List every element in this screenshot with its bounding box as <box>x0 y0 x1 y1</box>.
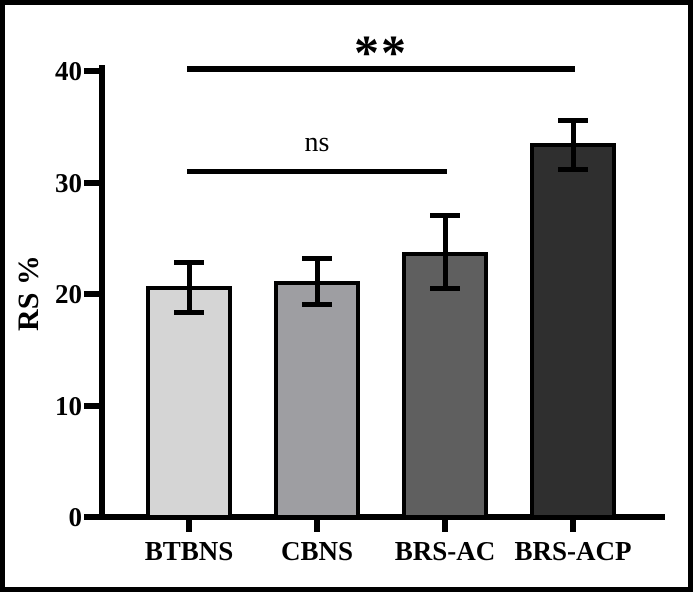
error-bar-cap-bottom-btbns <box>174 310 204 315</box>
error-bar-stem-cbns <box>315 258 320 304</box>
error-bar-cap-bottom-brs-acp <box>558 167 588 172</box>
error-bar-cap-top-brs-acp <box>558 118 588 123</box>
error-bar-stem-btbns <box>187 262 192 312</box>
y-tick-20 <box>84 291 99 297</box>
x-tick-label-cbns: CBNS <box>280 536 354 566</box>
y-tick-label-30: 30 <box>55 168 82 198</box>
y-tick-10 <box>84 403 99 409</box>
significance-line-ns <box>187 169 447 174</box>
error-bar-cap-bottom-cbns <box>302 302 332 307</box>
x-tick-btbns <box>186 520 192 532</box>
error-bar-cap-top-btbns <box>174 260 204 265</box>
x-tick-cbns <box>314 520 320 532</box>
bar-btbns <box>146 286 232 519</box>
error-bar-stem-brs-acp <box>571 120 576 169</box>
significance-line-stars <box>187 66 575 72</box>
significance-label-ns: ns <box>304 127 330 158</box>
error-bar-cap-top-brs-ac <box>430 213 460 218</box>
x-tick-label-btbns: BTBNS <box>144 536 234 566</box>
y-tick-0 <box>84 514 99 520</box>
x-tick-label-brs-ac: BRS-AC <box>394 536 496 566</box>
y-tick-40 <box>84 68 99 74</box>
error-bar-stem-brs-ac <box>443 215 448 288</box>
bar-brs-ac <box>402 252 488 519</box>
x-axis <box>99 514 665 520</box>
y-tick-label-10: 10 <box>55 391 82 421</box>
error-bar-cap-top-cbns <box>302 256 332 261</box>
y-tick-label-20: 20 <box>55 279 82 309</box>
error-bar-cap-bottom-brs-ac <box>430 286 460 291</box>
y-axis <box>99 65 105 520</box>
significance-label-stars: ** <box>354 24 408 80</box>
y-tick-label-40: 40 <box>55 56 82 86</box>
y-tick-label-0: 0 <box>68 502 83 532</box>
bar-brs-acp <box>530 143 616 519</box>
x-tick-brs-ac <box>442 520 448 532</box>
y-tick-30 <box>84 180 99 186</box>
bar-cbns <box>274 281 360 519</box>
x-tick-brs-acp <box>570 520 576 532</box>
x-tick-label-brs-acp: BRS-ACP <box>514 536 632 566</box>
